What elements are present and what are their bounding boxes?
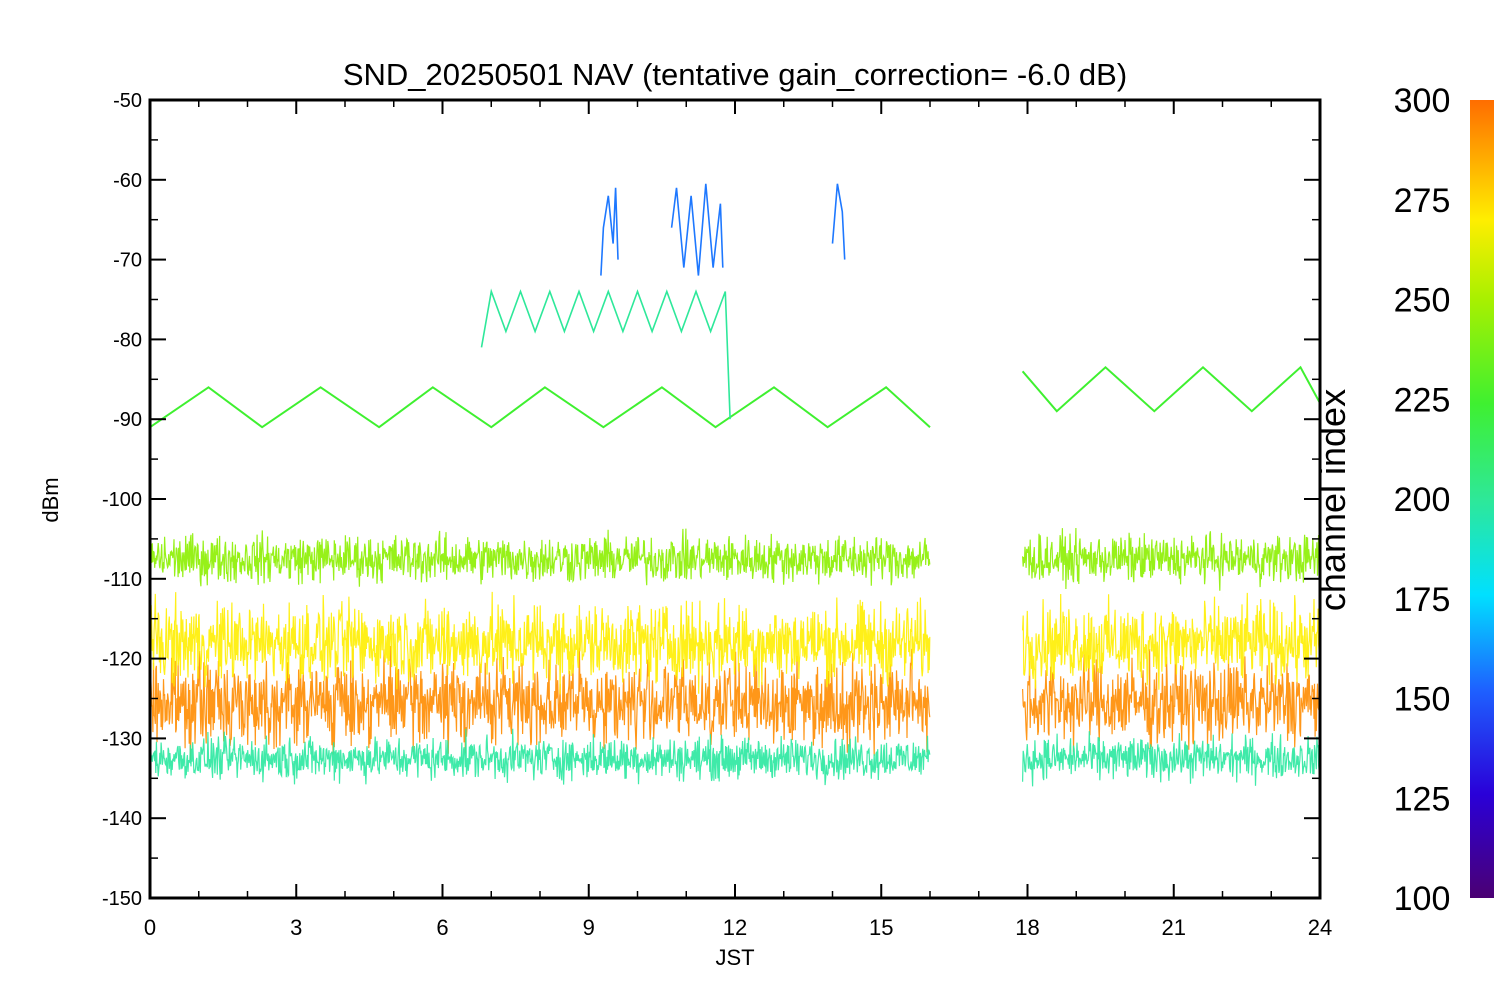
axis-ticks bbox=[149, 99, 1321, 899]
x-tick-label: 3 bbox=[290, 915, 302, 940]
colorbar-tick-label: 225 bbox=[1394, 381, 1451, 419]
y-tick-label: -50 bbox=[113, 90, 142, 112]
plot-area bbox=[150, 183, 1320, 787]
x-tick-label: 12 bbox=[723, 915, 747, 940]
x-tick-label: 0 bbox=[144, 915, 156, 940]
y-tick-label: -110 bbox=[103, 569, 142, 591]
y-tick-label: -70 bbox=[113, 250, 142, 272]
y-tick-label: -150 bbox=[102, 888, 142, 910]
series-line-ch160-8 bbox=[670, 183, 724, 276]
series-line-ch160-9 bbox=[831, 183, 846, 260]
x-tick-label: 24 bbox=[1308, 915, 1332, 940]
x-axis-label: JST bbox=[715, 945, 754, 970]
colorbar-tick-label: 275 bbox=[1394, 182, 1451, 220]
plot-frame bbox=[148, 98, 1322, 900]
y-tick-label: -140 bbox=[102, 808, 142, 830]
x-tick-label: 9 bbox=[583, 915, 595, 940]
series-line-ch240-2 bbox=[150, 527, 1320, 591]
x-tick-label: 18 bbox=[1015, 915, 1039, 940]
y-tick-label: -120 bbox=[102, 649, 142, 671]
series-line-ch215-3 bbox=[150, 728, 1320, 787]
series-line-ch270-1 bbox=[150, 591, 1320, 695]
y-tick-label: -100 bbox=[102, 489, 142, 511]
y-tick-label: -90 bbox=[113, 409, 142, 431]
series-line-ch205-6 bbox=[480, 288, 731, 420]
colorbar-tick-labels: 300 275 250 225 200 175 150 125 100 bbox=[1394, 82, 1451, 918]
colorbar-tick-label: 250 bbox=[1394, 282, 1451, 320]
colorbar-tick-label: 100 bbox=[1394, 880, 1451, 918]
colorbar-label: channel index bbox=[1312, 389, 1353, 611]
y-tick-label: -130 bbox=[102, 728, 142, 750]
colorbar-tick-label: 300 bbox=[1394, 82, 1451, 120]
x-tick-label: 21 bbox=[1162, 915, 1186, 940]
chart-title: SND_20250501 NAV (tentative gain_correct… bbox=[343, 57, 1127, 92]
x-tick-label: 6 bbox=[436, 915, 448, 940]
colorbar-tick-label: 200 bbox=[1394, 481, 1451, 519]
axis-tick-labels: 0 3 6 9 12 15 18 21 24 -50 -60 -70 -80 -90 -100 -110 -12… bbox=[102, 90, 1332, 940]
y-axis-label: dBm bbox=[38, 477, 63, 522]
colorbar-tick-label: 175 bbox=[1394, 581, 1451, 619]
series-line-ch285-0 bbox=[150, 645, 1320, 761]
colorbar bbox=[1470, 100, 1494, 898]
colorbar-tick-label: 125 bbox=[1394, 780, 1451, 818]
x-tick-label: 15 bbox=[869, 915, 893, 940]
series-line-ch235-4 bbox=[150, 386, 931, 429]
series-line-ch235-5 bbox=[1021, 365, 1320, 413]
series-line-ch160-7 bbox=[600, 187, 619, 276]
y-tick-label: -60 bbox=[113, 170, 142, 192]
y-tick-label: -80 bbox=[113, 329, 142, 351]
colorbar-tick-label: 150 bbox=[1394, 681, 1451, 719]
